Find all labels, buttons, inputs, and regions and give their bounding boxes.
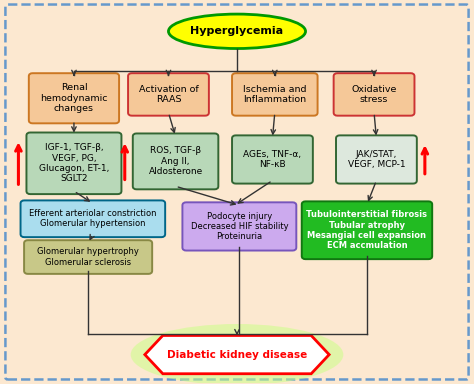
Text: Oxidative
stress: Oxidative stress <box>351 85 397 104</box>
Text: Glomerular hypertrophy
Glomerular sclerosis: Glomerular hypertrophy Glomerular sclero… <box>37 247 139 267</box>
Ellipse shape <box>131 324 343 384</box>
FancyBboxPatch shape <box>182 202 296 250</box>
Text: Renal
hemodynamic
changes: Renal hemodynamic changes <box>40 83 108 113</box>
Text: Diabetic kidney disease: Diabetic kidney disease <box>167 349 307 359</box>
FancyBboxPatch shape <box>24 240 152 274</box>
Polygon shape <box>145 336 329 374</box>
Ellipse shape <box>168 14 306 48</box>
Text: Ischemia and
Inflammation: Ischemia and Inflammation <box>243 85 307 104</box>
FancyBboxPatch shape <box>133 134 219 189</box>
FancyBboxPatch shape <box>5 5 469 379</box>
Text: Activation of
RAAS: Activation of RAAS <box>138 85 198 104</box>
FancyBboxPatch shape <box>20 200 165 237</box>
FancyBboxPatch shape <box>336 136 417 184</box>
Text: IGF-1, TGF-β,
VEGF, PG,
Glucagon, ET-1,
SGLT2: IGF-1, TGF-β, VEGF, PG, Glucagon, ET-1, … <box>39 143 109 184</box>
FancyBboxPatch shape <box>334 73 414 116</box>
Text: JAK/STAT,
VEGF, MCP-1: JAK/STAT, VEGF, MCP-1 <box>347 150 405 169</box>
Text: Podocyte injury
Decreased HIF stability
Proteinuria: Podocyte injury Decreased HIF stability … <box>191 212 288 241</box>
FancyBboxPatch shape <box>232 73 318 116</box>
FancyBboxPatch shape <box>27 132 121 194</box>
Text: Hyperglycemia: Hyperglycemia <box>191 26 283 36</box>
Text: AGEs, TNF-α,
NF-κB: AGEs, TNF-α, NF-κB <box>243 150 301 169</box>
FancyBboxPatch shape <box>302 201 432 259</box>
FancyBboxPatch shape <box>128 73 209 116</box>
Text: Tubulointerstitial fibrosis
Tubular atrophy
Mesangial cell expansion
ECM accmula: Tubulointerstitial fibrosis Tubular atro… <box>307 210 428 250</box>
Text: ROS, TGF-β
Ang II,
Aldosterone: ROS, TGF-β Ang II, Aldosterone <box>148 146 203 176</box>
Text: Efferent arteriolar constriction
Glomerular hypertension: Efferent arteriolar constriction Glomeru… <box>29 209 156 228</box>
FancyBboxPatch shape <box>29 73 119 123</box>
FancyBboxPatch shape <box>232 136 313 184</box>
